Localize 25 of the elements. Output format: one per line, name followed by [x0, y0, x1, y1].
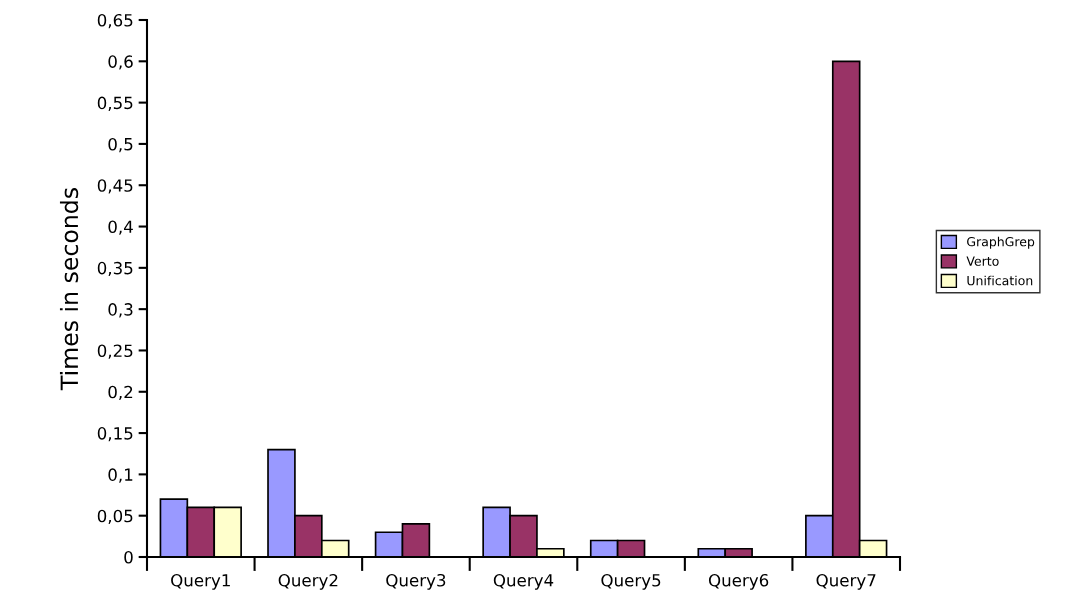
y-tick-label: 0,05 [97, 509, 133, 524]
x-tick-label: Query2 [278, 573, 338, 590]
y-tick-label: 0,1 [108, 468, 133, 483]
y-tick-label: 0,5 [108, 137, 133, 153]
y-tick-label: 0,6 [108, 55, 133, 70]
x-tick-label: Query1 [171, 573, 230, 590]
legend-label: Verto [966, 256, 999, 266]
x-tick-label: Query7 [816, 573, 876, 590]
y-tick-label: 0,55 [97, 96, 133, 111]
legend-label: GraphGrep [967, 236, 1035, 249]
y-tick-label: 0,4 [108, 220, 133, 235]
x-tick-label: Query4 [493, 573, 554, 590]
y-tick-label: 0,65 [97, 13, 133, 29]
legend-label: Unification [967, 275, 1033, 286]
x-tick-label: Query5 [601, 573, 661, 590]
y-tick-label: 0,45 [97, 179, 133, 194]
y-tick-label: 0,15 [97, 427, 133, 442]
y-tick-label: 0,2 [108, 385, 133, 401]
x-tick-label: Query6 [708, 573, 769, 590]
y-axis-title: Times in seconds [59, 188, 79, 391]
y-tick-label: 0,25 [97, 344, 133, 359]
y-tick-label: 0,35 [97, 261, 133, 277]
x-tick-label: Query3 [386, 573, 446, 590]
y-tick-label: 0 [124, 550, 133, 564]
y-tick-label: 0,3 [108, 303, 133, 318]
